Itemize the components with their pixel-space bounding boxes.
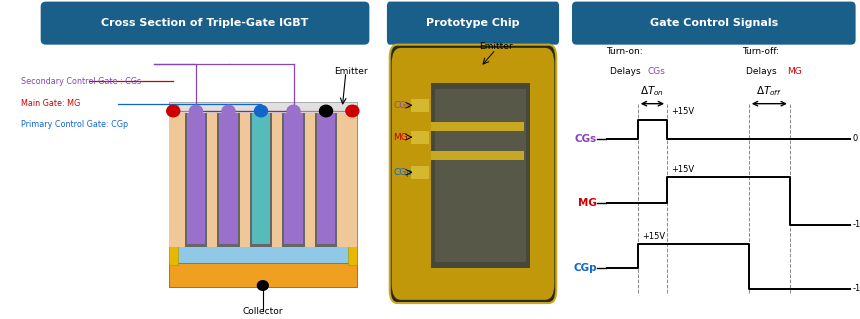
Text: CGs: CGs (648, 67, 666, 76)
Bar (336, 113, 357, 174)
Text: -15V: -15V (853, 220, 860, 229)
Circle shape (346, 105, 359, 117)
Bar (410, 166, 429, 179)
Bar (217, 113, 240, 247)
Bar (206, 174, 218, 247)
Text: +15V: +15V (672, 165, 695, 174)
FancyBboxPatch shape (391, 48, 555, 300)
Circle shape (320, 105, 333, 117)
Bar (271, 174, 284, 247)
Circle shape (189, 105, 202, 117)
Bar (169, 113, 338, 174)
FancyBboxPatch shape (40, 2, 370, 45)
Bar (252, 113, 270, 244)
Bar (304, 174, 316, 247)
Bar (432, 122, 524, 131)
Text: Gate Control Signals: Gate Control Signals (649, 18, 778, 28)
Text: -15V: -15V (853, 284, 860, 293)
Text: 0 V: 0 V (853, 134, 860, 143)
Bar (432, 83, 530, 268)
Bar (169, 105, 178, 265)
Text: Main Gate: MG: Main Gate: MG (21, 99, 80, 108)
Bar (238, 113, 251, 174)
Bar (435, 89, 526, 262)
Text: Turn-on:: Turn-on: (606, 47, 643, 56)
Text: MG: MG (578, 197, 597, 208)
Text: Prototype Chip: Prototype Chip (427, 18, 519, 28)
Bar (432, 151, 524, 160)
Bar (169, 246, 357, 263)
Text: Collector: Collector (243, 307, 283, 315)
Bar (169, 102, 357, 265)
Bar (249, 113, 273, 247)
Circle shape (257, 281, 268, 290)
FancyBboxPatch shape (572, 2, 856, 45)
Text: $\Delta T_{off}$: $\Delta T_{off}$ (757, 84, 783, 98)
Text: Secondary Control Gate : CGs: Secondary Control Gate : CGs (21, 77, 141, 86)
Bar (315, 113, 337, 247)
FancyBboxPatch shape (387, 2, 559, 45)
Text: CGp: CGp (394, 168, 413, 177)
Bar (336, 174, 357, 247)
Bar (206, 113, 218, 174)
Text: Turn-off:: Turn-off: (742, 47, 779, 56)
Circle shape (255, 105, 267, 117)
Bar (282, 113, 305, 247)
Text: Primary Control Gate: CGp: Primary Control Gate: CGp (21, 120, 128, 129)
Bar (410, 99, 429, 112)
Bar (285, 113, 303, 244)
Bar (238, 174, 251, 247)
Bar (347, 105, 357, 265)
Text: MG: MG (394, 133, 408, 142)
Circle shape (167, 105, 180, 117)
Text: +15V: +15V (672, 108, 695, 116)
Text: Emitter: Emitter (334, 67, 367, 76)
Text: Cross Section of Triple-Gate IGBT: Cross Section of Triple-Gate IGBT (101, 18, 309, 28)
Bar (187, 113, 206, 244)
Bar (169, 102, 357, 116)
Text: Emitter: Emitter (479, 42, 513, 51)
Bar (316, 113, 335, 244)
Bar (169, 263, 357, 287)
Circle shape (287, 105, 300, 117)
Bar (169, 174, 338, 247)
Text: CGp: CGp (574, 263, 597, 273)
Text: MG: MG (787, 67, 802, 76)
Bar (219, 113, 237, 244)
Bar (185, 113, 207, 247)
Text: CGs: CGs (394, 101, 411, 110)
Text: Delays: Delays (610, 67, 643, 76)
Circle shape (222, 105, 235, 117)
Bar (304, 113, 316, 174)
Text: +15V: +15V (642, 232, 666, 241)
Text: $\Delta T_{on}$: $\Delta T_{on}$ (641, 84, 665, 98)
FancyBboxPatch shape (390, 45, 556, 303)
Bar (410, 131, 429, 144)
Text: CGs: CGs (574, 134, 597, 144)
Text: Delays: Delays (746, 67, 779, 76)
Bar (271, 113, 284, 174)
